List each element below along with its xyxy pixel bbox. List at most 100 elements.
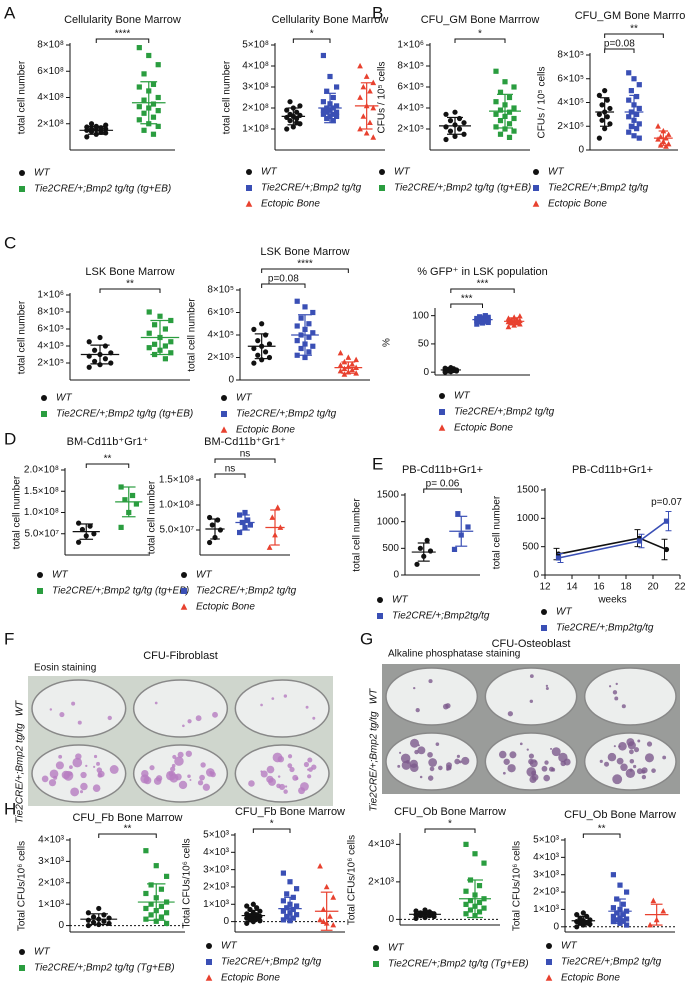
data-point xyxy=(467,898,474,904)
legend-marker xyxy=(37,572,43,578)
data-point xyxy=(146,52,152,59)
y-tick-label: 6×10⁵ xyxy=(557,73,584,84)
y-tick-label: 6×10⁵ xyxy=(207,307,234,318)
data-point xyxy=(251,345,257,352)
y-tick-label: 2×10⁵ xyxy=(397,124,424,135)
data-point xyxy=(136,84,142,90)
significance-label: *** xyxy=(461,294,473,305)
colony xyxy=(428,679,433,684)
data-point xyxy=(349,361,356,367)
data-point xyxy=(118,484,124,490)
photo-title: CFU-Osteoblast xyxy=(492,638,571,650)
significance-bracket xyxy=(424,828,476,833)
colony xyxy=(283,789,288,794)
data-point xyxy=(164,873,170,879)
legend-label: Tie2CRE/+;Bmp2 tg/tg xyxy=(236,409,337,420)
significance-label: ** xyxy=(104,454,112,465)
data-point xyxy=(626,114,632,120)
data-point xyxy=(452,133,458,139)
photo-row-label: Tie2CRE/+;Bmp2 tg/tg xyxy=(15,723,26,824)
data-point xyxy=(85,910,91,916)
colony xyxy=(438,765,443,771)
significance-bracket xyxy=(582,833,621,838)
panel-letter: C xyxy=(4,233,16,252)
colony xyxy=(303,761,310,768)
data-point xyxy=(330,894,337,900)
data-point xyxy=(493,124,499,130)
colony xyxy=(298,787,306,795)
significance-bracket xyxy=(292,38,331,43)
y-axis-label: Total CFUs/10⁶ cells xyxy=(182,838,193,928)
data-point xyxy=(634,93,640,100)
y-tick-label: 1×10³ xyxy=(38,899,65,910)
significance-label: ** xyxy=(630,24,638,35)
colony xyxy=(629,768,633,772)
legend-label: WT xyxy=(561,941,577,952)
photo-title: CFU-Fibroblast xyxy=(143,650,218,662)
data-point xyxy=(96,905,102,912)
legend-label: Tie2CRE/+;Bmp2 tg/tg (Tg+EB) xyxy=(388,959,529,970)
data-point xyxy=(306,349,312,355)
colony xyxy=(61,770,71,780)
colony xyxy=(616,757,624,765)
data-point xyxy=(254,905,260,911)
data-point xyxy=(244,920,250,926)
colony xyxy=(295,776,299,781)
chart-title: LSK Bone Marrow xyxy=(85,266,174,278)
colony xyxy=(80,771,87,779)
legend-marker xyxy=(41,395,47,401)
data-point xyxy=(631,133,637,139)
data-point xyxy=(505,323,512,330)
data-point xyxy=(636,135,642,141)
y-axis-label: Total CFUs/10⁶ cells xyxy=(512,841,523,931)
data-point xyxy=(663,143,669,149)
data-point xyxy=(610,872,616,878)
colony xyxy=(620,763,628,772)
legend-marker xyxy=(438,424,446,431)
data-point xyxy=(624,916,630,922)
colony xyxy=(399,751,402,754)
legend-marker xyxy=(19,949,25,955)
data-point xyxy=(626,129,632,135)
y-tick-label: 4×10⁸ xyxy=(242,61,269,72)
chart-title: LSK Bone Marrow xyxy=(260,246,349,258)
y-tick-label: 4×10⁵ xyxy=(557,97,584,108)
data-point xyxy=(133,501,139,507)
colony xyxy=(185,750,192,757)
colony xyxy=(248,780,255,787)
data-point xyxy=(323,883,330,890)
colony xyxy=(626,738,635,747)
y-tick-label: 50 xyxy=(418,339,430,350)
y-tick-label: 1000 xyxy=(517,513,540,524)
data-point xyxy=(317,863,323,869)
colony xyxy=(53,775,58,780)
significance-label: p= 0.06 xyxy=(426,479,460,490)
data-point xyxy=(250,901,256,907)
data-point xyxy=(663,518,670,524)
data-point xyxy=(141,97,147,103)
legend-marker xyxy=(245,200,253,207)
legend-label: WT xyxy=(261,167,277,178)
data-point xyxy=(443,136,449,143)
data-point xyxy=(143,890,149,897)
data-point xyxy=(87,523,93,529)
data-point xyxy=(614,910,620,916)
data-point xyxy=(287,118,293,124)
colony xyxy=(289,766,295,773)
colony xyxy=(618,745,621,748)
colony xyxy=(427,751,433,758)
chart-title: CFU_Ob Bone Marrow xyxy=(394,806,506,818)
x-tick-label: 14 xyxy=(566,582,578,593)
chart-title: CFU_GM Bone Marrrow xyxy=(575,10,685,22)
legend-label: Tie2CRE/+;Bmp2tg/tg xyxy=(392,611,490,622)
data-point xyxy=(155,123,161,129)
colony xyxy=(268,778,276,786)
significance-bracket xyxy=(252,828,291,833)
colony xyxy=(544,760,549,765)
y-tick-label: 1×10⁸ xyxy=(242,124,269,135)
data-point xyxy=(324,88,330,94)
colony xyxy=(651,768,656,773)
data-point xyxy=(511,84,517,90)
colony xyxy=(96,761,100,766)
data-point xyxy=(427,548,434,554)
